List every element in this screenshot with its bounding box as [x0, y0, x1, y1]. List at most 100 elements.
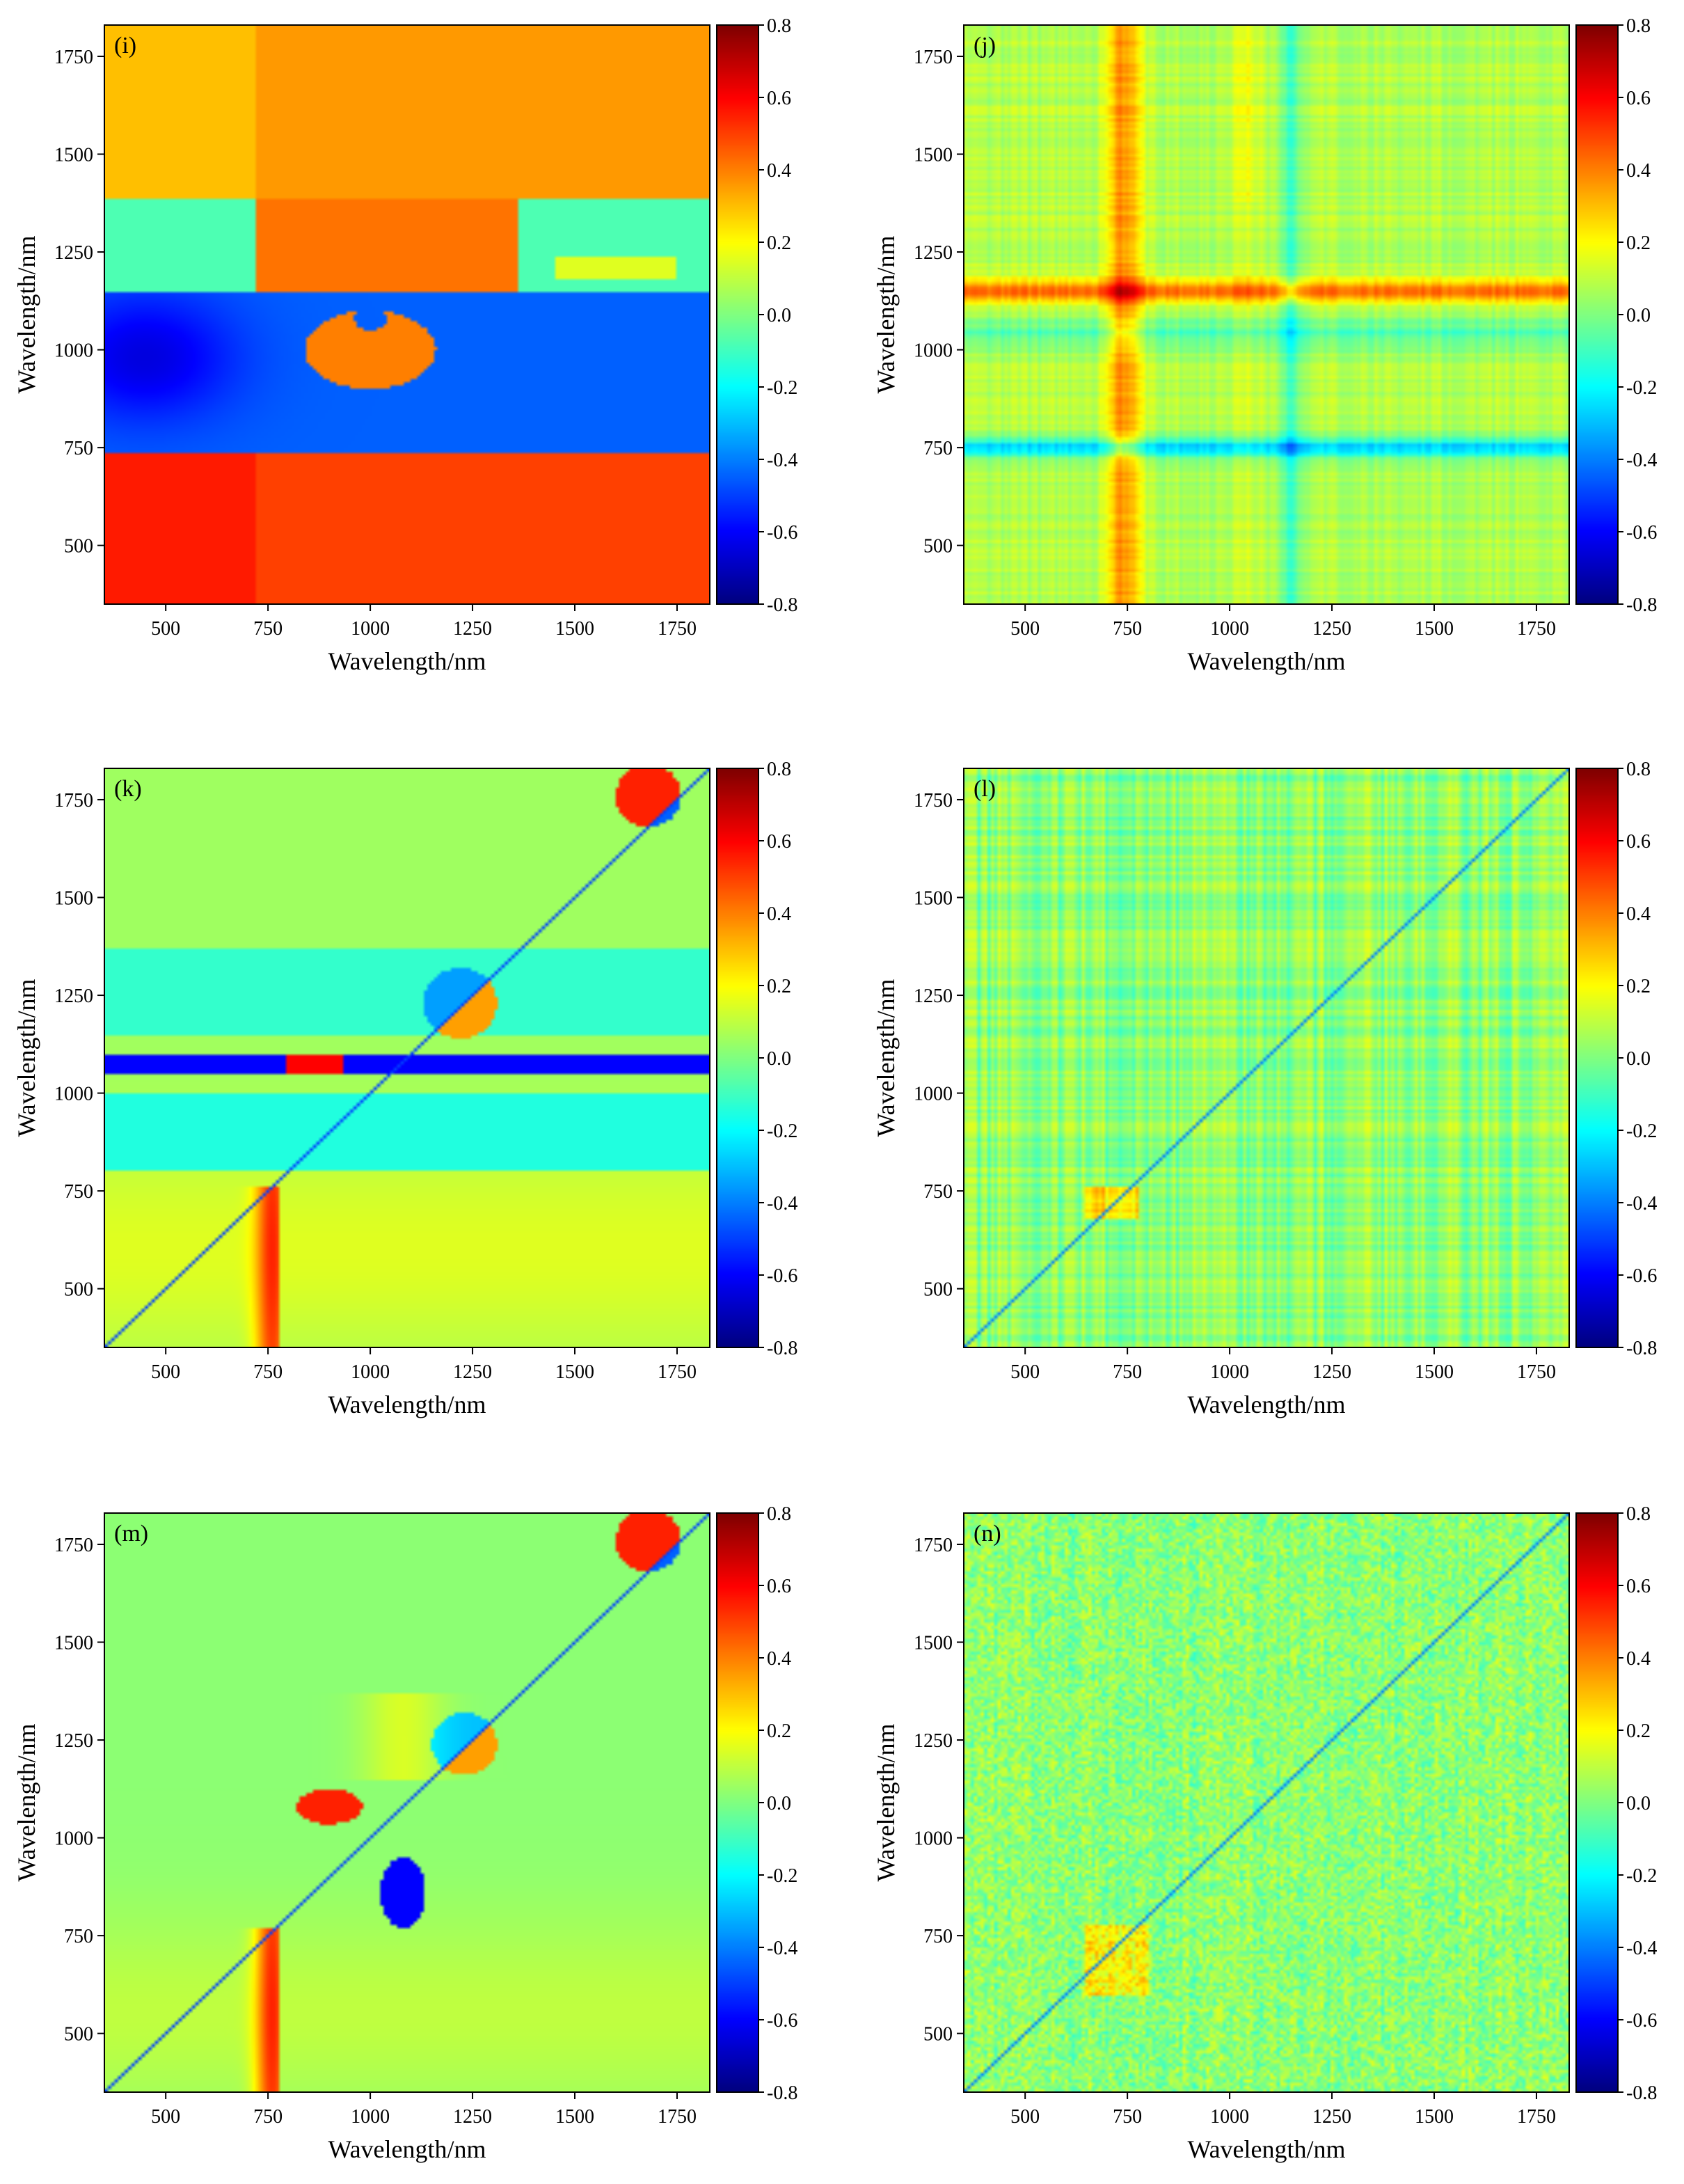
- y-tick-label: 1000: [914, 340, 953, 362]
- x-axis-title: Wavelength/nm: [1187, 2135, 1345, 2163]
- x-tick-label: 1000: [1210, 618, 1249, 640]
- y-tick-label: 1250: [54, 1730, 93, 1752]
- y-tick-label: 1500: [914, 145, 953, 166]
- y-tick-label: 500: [923, 1279, 953, 1301]
- x-axis-title: Wavelength/nm: [328, 2135, 486, 2163]
- colorbar-tick-label: 0.4: [767, 1648, 791, 1670]
- panel-k: 500 750 1000 1250 1500 1750 500 750 1000 1250 1500…: [13, 759, 797, 1418]
- colorbar-tick-label: -0.8: [767, 2082, 797, 2104]
- y-tick-label: 750: [923, 1926, 953, 1947]
- x-tick-label: 750: [253, 1361, 283, 1383]
- colorbar-tick-label: 0.6: [1626, 88, 1651, 109]
- colorbar-tick-label: -0.4: [767, 450, 797, 471]
- colorbar-tick-label: -0.2: [767, 377, 797, 399]
- x-tick-label: 1000: [351, 618, 390, 640]
- x-tick-label: 1000: [351, 1361, 390, 1383]
- colorbar-tick-label: 0.2: [767, 1720, 791, 1742]
- heatmap-image: [104, 768, 710, 1347]
- plot-frame: [963, 1512, 1570, 2093]
- colorbar-tick-label: 0.4: [1626, 1648, 1651, 1670]
- y-tick-label: 500: [923, 2024, 953, 2045]
- x-axis-title: Wavelength/nm: [1187, 647, 1345, 675]
- y-axis-title: Wavelength/nm: [13, 979, 40, 1137]
- panel-label: (l): [974, 776, 996, 802]
- x-tick-label: 1500: [555, 618, 594, 640]
- colorbar-tick-label: -0.8: [767, 1338, 797, 1359]
- x-tick-label: 1750: [1517, 1361, 1556, 1383]
- y-tick-label: 1750: [914, 1535, 953, 1556]
- x-tick-label: 1750: [658, 618, 697, 640]
- y-tick-label: 1750: [54, 790, 93, 812]
- y-tick-label: 500: [64, 1279, 93, 1301]
- x-tick-label: 1500: [1415, 1361, 1454, 1383]
- panel-label: (j): [974, 33, 996, 58]
- colorbar-tick-label: 0.8: [1626, 1503, 1651, 1525]
- colorbar-tick-label: 0.6: [767, 1576, 791, 1597]
- x-tick-label: 1500: [555, 1361, 594, 1383]
- heatmap-image: [964, 768, 1569, 1347]
- y-tick-label: 1750: [914, 47, 953, 68]
- x-tick-label: 500: [1010, 1361, 1040, 1383]
- x-tick-label: 500: [151, 2106, 180, 2128]
- colorbar-tick-label: -0.8: [1626, 1338, 1657, 1359]
- y-tick-label: 1250: [914, 242, 953, 264]
- panel-label: (i): [114, 33, 136, 58]
- panel-i: 500 750 1000 1250 1500 1750 500 750 1000 1250 1500…: [13, 15, 797, 675]
- colorbar-tick-label: -0.8: [1626, 2082, 1657, 2104]
- y-axis-title: Wavelength/nm: [872, 235, 900, 393]
- colorbar: [717, 768, 758, 1347]
- colorbar-tick-label: 0.4: [1626, 903, 1651, 925]
- colorbar-tick-label: 0.6: [1626, 831, 1651, 853]
- y-tick-label: 1500: [914, 888, 953, 910]
- y-tick-label: 1000: [914, 1084, 953, 1105]
- plot-frame: [104, 24, 710, 605]
- colorbar-tick-label: -0.6: [767, 1265, 797, 1287]
- x-tick-label: 1000: [351, 2106, 390, 2128]
- colorbar-tick-label: -0.4: [1626, 1938, 1657, 1959]
- x-tick-label: 500: [151, 618, 180, 640]
- y-tick-label: 750: [64, 438, 93, 459]
- y-axis-title: Wavelength/nm: [13, 1723, 40, 1881]
- x-tick-label: 750: [253, 618, 283, 640]
- colorbar-tick-label: 0.4: [767, 903, 791, 925]
- colorbar-tick-label: 0.6: [767, 88, 791, 109]
- plot-frame: [963, 24, 1570, 605]
- colorbar-tick-label: 0.0: [1626, 1048, 1651, 1070]
- heatmap-image: [104, 1513, 710, 2092]
- x-tick-label: 750: [253, 2106, 283, 2128]
- y-tick-label: 750: [923, 1181, 953, 1203]
- x-tick-label: 1500: [1415, 618, 1454, 640]
- y-axis-title: Wavelength/nm: [872, 979, 900, 1137]
- colorbar-tick-label: -0.6: [1626, 2010, 1657, 2032]
- y-axis-title: Wavelength/nm: [13, 235, 40, 393]
- colorbar-tick-label: -0.2: [1626, 377, 1657, 399]
- colorbar-tick-label: 0.0: [767, 305, 791, 326]
- colorbar-tick-label: -0.2: [767, 1121, 797, 1142]
- x-tick-label: 1750: [658, 2106, 697, 2128]
- colorbar: [1576, 1513, 1618, 2092]
- colorbar-tick-label: -0.6: [767, 2010, 797, 2032]
- heatmap-image: [964, 25, 1569, 604]
- y-tick-label: 500: [64, 536, 93, 557]
- colorbar-tick-label: 0.8: [767, 759, 791, 780]
- x-tick-label: 1500: [1415, 2106, 1454, 2128]
- colorbar-tick-label: -0.4: [1626, 450, 1657, 471]
- y-tick-label: 750: [923, 438, 953, 459]
- x-axis-title: Wavelength/nm: [1187, 1391, 1345, 1418]
- y-tick-label: 750: [64, 1181, 93, 1203]
- y-tick-label: 1750: [54, 47, 93, 68]
- x-tick-label: 1250: [453, 1361, 492, 1383]
- y-tick-label: 1750: [54, 1535, 93, 1556]
- y-tick-label: 1500: [54, 1633, 93, 1654]
- colorbar-tick-label: -0.8: [1626, 594, 1657, 616]
- panel-n: 500 750 1000 1250 1500 1750 500 750 1000 1250 1500…: [872, 1503, 1657, 2163]
- colorbar-tick-label: -0.6: [1626, 1265, 1657, 1287]
- x-tick-label: 750: [1113, 2106, 1142, 2128]
- colorbar-tick-label: 0.2: [1626, 1720, 1651, 1742]
- colorbar: [717, 25, 758, 604]
- y-tick-label: 1000: [54, 340, 93, 362]
- colorbar-tick-label: 0.0: [1626, 1793, 1651, 1814]
- y-tick-label: 1250: [914, 986, 953, 1007]
- x-tick-label: 1750: [658, 1361, 697, 1383]
